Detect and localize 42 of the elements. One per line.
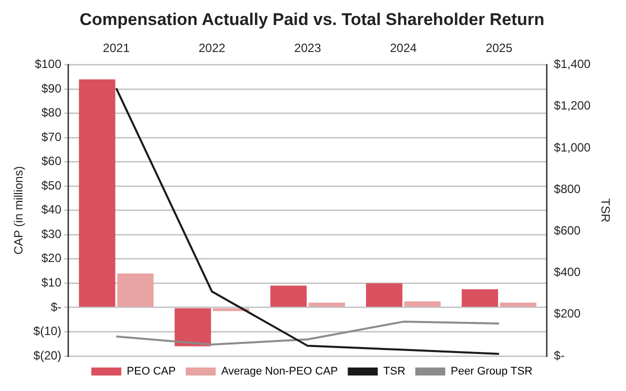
y-tick-label: $70 [41, 130, 62, 144]
y-tick-label: $50 [41, 178, 62, 192]
bar [500, 302, 536, 307]
legend-label: Peer Group TSR [450, 366, 533, 378]
y-tick-label: $- [50, 300, 62, 314]
y2-tick-label: $600 [554, 224, 581, 238]
chart-title: Compensation Actually Paid vs. Total Shareholder Return [80, 10, 544, 29]
bar [174, 308, 211, 346]
y-axis-title: CAP (in millions) [12, 166, 26, 255]
y2-tick-label: $1,000 [554, 140, 591, 154]
y-tick-label: $90 [41, 81, 62, 96]
y-tick-label: $100 [34, 57, 62, 72]
bar [117, 273, 154, 307]
y2-tick-label: $1,200 [554, 98, 591, 113]
bar [366, 283, 402, 307]
y-tick-label: $20 [41, 251, 62, 266]
y-tick-label: $80 [41, 106, 62, 120]
bar [308, 302, 345, 307]
legend-label: Average Non-PEO CAP [221, 366, 338, 378]
x-tick-label: 2024 [390, 40, 418, 55]
y-tick-label: $30 [41, 226, 62, 241]
bar [78, 79, 116, 307]
y-tick-label: $60 [41, 154, 62, 168]
bar [270, 286, 307, 307]
legend-label: TSR [383, 366, 406, 378]
y-tick-label: $40 [41, 202, 62, 217]
x-tick-label: 2023 [294, 40, 322, 55]
bar [462, 289, 498, 307]
y-tick-label: $(10) [33, 324, 62, 338]
x-tick-label: 2021 [102, 40, 130, 55]
y2-tick-label: $200 [554, 306, 581, 321]
y-tick-label: $(20) [33, 348, 62, 362]
legend-label: PEO CAP [126, 366, 176, 378]
y2-axis-title: TSR [598, 198, 612, 223]
bar [404, 301, 441, 307]
y2-tick-label: $1,400 [554, 57, 591, 72]
y2-tick-label: $400 [554, 265, 581, 280]
x-tick-label: 2025 [486, 40, 513, 55]
y-tick-label: $10 [41, 276, 62, 290]
x-tick-label: 2022 [198, 40, 226, 55]
y2-tick-label: $- [554, 348, 565, 362]
y2-tick-label: $800 [554, 182, 581, 196]
